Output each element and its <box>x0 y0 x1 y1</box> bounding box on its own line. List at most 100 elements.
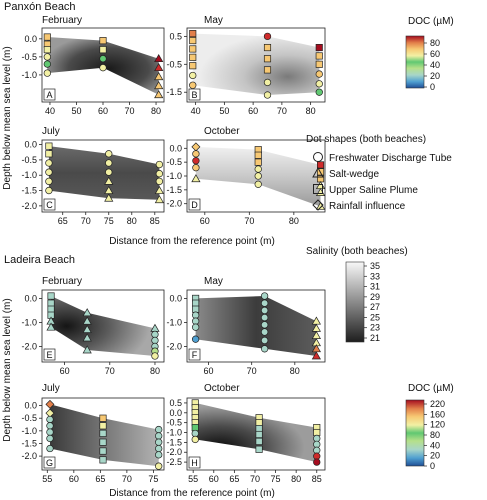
data-point-circle <box>43 60 51 68</box>
salinity-tick-label: 29 <box>370 292 380 302</box>
data-point-square <box>255 437 263 445</box>
shape-legend-title: Dot shapes (both beaches) <box>306 134 426 145</box>
panel-b: May B 0.5 -0.5 -1.5 40 50 60 70 80 <box>166 15 326 116</box>
panel-title: October <box>204 383 240 394</box>
data-point-triangle <box>311 351 321 360</box>
data-point-circle <box>155 170 164 178</box>
data-point-circle <box>191 435 199 444</box>
x-tick-label: 70 <box>247 366 257 376</box>
data-point-square <box>45 150 53 158</box>
salinity-tick-label: 21 <box>370 333 380 343</box>
y-tick-label: -1.5 <box>21 438 37 448</box>
x-tick-label: 60 <box>200 216 210 226</box>
data-point-square <box>47 292 55 300</box>
y-tick-label: -2.5 <box>166 457 182 467</box>
data-point-circle <box>192 150 200 158</box>
x-tick-label: 60 <box>248 106 258 116</box>
x-tick-label: 85 <box>312 474 322 484</box>
data-point-square <box>315 43 323 52</box>
panel-letter-box <box>188 348 201 361</box>
data-point-circle <box>45 159 53 167</box>
data-point-square <box>189 62 197 70</box>
x-axis-label-top: Distance from the reference point (m) <box>109 236 275 247</box>
data-point-circle <box>191 317 200 325</box>
salinity-tick-label: 23 <box>370 323 380 333</box>
data-point-circle <box>191 323 200 331</box>
shape-legend: Dot shapes (both beaches) Freshwater Dis… <box>306 134 452 212</box>
data-point-circle <box>192 164 200 172</box>
data-point-triangle <box>82 324 92 333</box>
x-tick-label: 80 <box>291 474 301 484</box>
doc-bottom-tick-label: 160 <box>430 409 445 419</box>
panel-letter-box <box>188 456 201 469</box>
x-tick-label: 65 <box>58 216 68 226</box>
y-tick-label: 0.0 <box>24 34 37 44</box>
panel-title: July <box>42 126 60 137</box>
y-tick-label: 0.0 <box>169 408 182 418</box>
data-point-square <box>315 52 323 60</box>
panel-d: October D 0.0 -0.5 -1.0 -1.5 -2.0 60 70 80 <box>166 126 326 226</box>
data-point-circle <box>151 336 159 345</box>
x-tick-label: 80 <box>127 216 137 226</box>
data-point-square <box>189 45 197 53</box>
panel-h: October H 0.50.0-0.5-1.0-1.5-2.0-2.5 55 60 65… <box>166 383 326 484</box>
data-point-square <box>99 447 107 455</box>
data-point-triangle <box>154 185 164 194</box>
data-point-circle <box>46 444 54 453</box>
doc-bottom-tick-label: 220 <box>430 399 445 409</box>
legend-triangle-icon <box>312 166 324 178</box>
data-point-triangle <box>82 308 92 317</box>
data-point-square <box>191 424 199 432</box>
y-tick-label: -1.5 <box>166 87 182 97</box>
y-tick-label: -0.5 <box>21 52 37 62</box>
salinity-tick-label: 35 <box>370 261 380 271</box>
data-point-square <box>255 445 263 453</box>
data-point-square <box>263 55 272 63</box>
data-point-circle <box>260 292 269 300</box>
data-point-circle <box>315 70 323 78</box>
data-point-circle <box>313 458 321 466</box>
data-point-square <box>254 151 262 159</box>
x-tick-label: 60 <box>209 474 219 484</box>
panel-title: May <box>204 276 223 287</box>
y-tick-label: -1.0 <box>166 317 182 327</box>
salinity-tick-label: 31 <box>370 282 380 292</box>
panel-g: July G 0.0 -0.5 -1.0 -1.5 -2.0 55 60 65 70 75 <box>21 383 165 484</box>
panel-letter: E <box>46 350 52 360</box>
y-tick-label: -2.0 <box>21 201 37 211</box>
panel-title: February <box>42 276 82 287</box>
x-tick-label: 70 <box>250 474 260 484</box>
y-tick-label: -1.5 <box>166 437 182 447</box>
panel-e: February E 0.0 -1.0 -2.0 60 70 80 <box>21 276 165 376</box>
data-point-circle <box>155 462 163 470</box>
data-point-circle <box>189 81 197 89</box>
data-point-circle <box>263 91 272 99</box>
data-point-square <box>255 425 263 433</box>
panel-title: May <box>204 15 223 26</box>
doc-bottom-tick-label: 0 <box>430 461 435 471</box>
panel-letter: A <box>46 90 52 100</box>
panel-letter: F <box>192 350 198 360</box>
y-tick-label: -0.5 <box>166 157 182 167</box>
doc-bottom-tick-label: 80 <box>430 430 440 440</box>
data-point-circle <box>155 177 164 186</box>
y-tick-label: -1.0 <box>21 317 37 327</box>
y-tick-label: -1.0 <box>166 171 182 181</box>
data-point-square <box>263 66 272 74</box>
salinity-tick-label: 25 <box>370 312 380 322</box>
legend-item-upper-plume: Upper Saline Plume <box>329 185 418 196</box>
panel-title: October <box>204 126 240 137</box>
data-point-circle <box>254 165 262 173</box>
panel-title: July <box>42 383 60 394</box>
data-point-square <box>192 305 200 313</box>
doc-top-tick-label: 20 <box>430 71 440 81</box>
x-tick-label: 65 <box>229 474 239 484</box>
data-point-circle <box>155 444 163 453</box>
data-point-triangle <box>154 195 164 204</box>
panel-letter: D <box>191 200 198 210</box>
data-point-square <box>99 429 107 437</box>
